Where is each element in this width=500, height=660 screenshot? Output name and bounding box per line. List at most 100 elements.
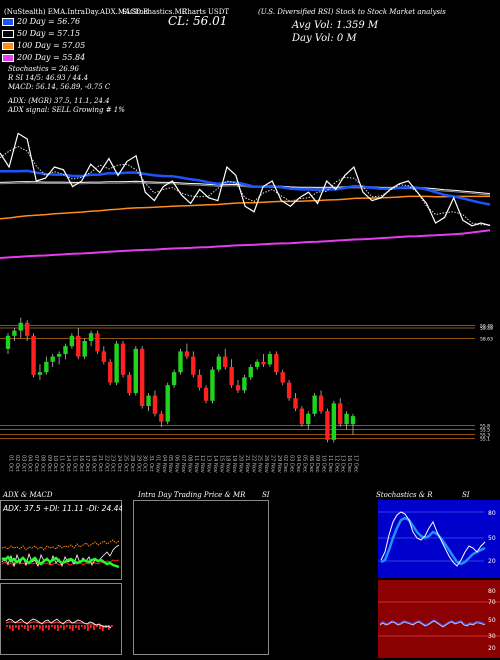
stochastics-readout: Stochastics = 26.96 (8, 65, 79, 73)
rsi-level-30: 30 (488, 633, 496, 640)
macd-histogram-bar (96, 625, 98, 627)
candle-body (210, 369, 215, 401)
macd-histogram-bar (6, 625, 8, 627)
candle-body (56, 354, 62, 357)
x-tick-label: 01 Oct (8, 455, 14, 472)
macd-histogram-bar (84, 625, 86, 629)
candle-body (254, 361, 260, 367)
macd-histogram-bar (54, 625, 56, 629)
candle-body (242, 377, 247, 391)
x-tick-label: 11 Dec (327, 455, 333, 473)
candle-body (76, 335, 81, 357)
candle-body (82, 341, 87, 357)
x-tick-label: 03 Dec (289, 455, 295, 473)
macd-histogram-bar (93, 625, 95, 630)
candle-body (146, 395, 151, 406)
candle-body (274, 354, 279, 373)
macd-histogram-bar (30, 625, 32, 628)
candle-body (95, 333, 100, 352)
rsi-tick-80: 80 (488, 588, 496, 595)
x-tick-label: 16 Oct (78, 455, 84, 472)
x-tick-label: 26 Nov (263, 455, 269, 473)
x-tick-label: 11 Nov (193, 455, 199, 473)
stoch-tick-50: 50 (488, 535, 496, 542)
adx-panel-readout: ADX: 37.5 +DI: 11.11 -DI: 24.44 (2, 504, 122, 513)
header-info: (U.S. Diversified RSI) Stock to Stock Ma… (258, 8, 446, 16)
candle-body (184, 351, 190, 357)
x-tick-label: 04 Oct (27, 455, 33, 472)
level-label: 58.63 (480, 336, 493, 342)
candle-body (223, 356, 228, 367)
x-tick-label: 17 Dec (353, 455, 359, 473)
stoch-k-line (380, 511, 486, 567)
level-label: 55.3 (480, 433, 490, 439)
legend-swatch-ema50 (2, 30, 14, 38)
x-tick-label: 09 Dec (314, 455, 320, 473)
candle-body (152, 395, 158, 414)
macd-histogram-bar (12, 625, 14, 631)
macd-histogram-bar (72, 625, 74, 631)
x-tick-label: 10 Oct (52, 455, 58, 472)
x-tick-label: 06 Nov (174, 455, 180, 473)
x-tick-label: 15 Oct (71, 455, 77, 472)
x-tick-label: 25 Nov (257, 455, 263, 473)
x-tick-label: 21 Nov (244, 455, 250, 473)
x-tick-label: 12 Dec (333, 455, 339, 473)
candle-body (203, 387, 209, 401)
macd-histogram-bar (51, 625, 53, 627)
legend-swatch-ema100 (2, 42, 14, 50)
legend-ema50: 50 Day = 57.15 (2, 29, 80, 38)
macd-histogram-bar (21, 625, 23, 627)
candle-body (299, 408, 305, 425)
x-tick-label: 25 Oct (123, 455, 129, 472)
macd-histogram-bar (102, 625, 104, 631)
legend-ema200: 200 Day = 55.84 (2, 53, 85, 62)
x-tick-label: 09 Oct (46, 455, 52, 472)
x-tick-label: 30 Oct (142, 455, 148, 472)
x-tick-label: 31 Oct (148, 455, 154, 472)
candle-body (108, 361, 113, 383)
x-tick-label: 16 Dec (346, 455, 352, 473)
rsi-tick-20: 20 (488, 645, 496, 652)
x-tick-label: 04 Dec (295, 455, 301, 473)
x-tick-label: 27 Nov (269, 455, 275, 473)
x-tick-label: 12 Nov (199, 455, 205, 473)
close-smoothed-line (0, 145, 491, 226)
rsi-signal-line (379, 620, 486, 628)
legend-swatch-ema200 (2, 54, 14, 62)
macd-histogram-bar (45, 625, 47, 628)
macd-histogram-bar (99, 625, 101, 629)
macd-histogram-bar (90, 625, 92, 628)
macd-histogram-bar (24, 625, 26, 629)
level-label: 59.49 (480, 326, 493, 332)
x-tick-label: 23 Oct (110, 455, 116, 472)
rsi-level-70: 70 (488, 599, 496, 606)
x-tick-label: 20 Nov (238, 455, 244, 473)
stoch-tick-80: 80 (488, 510, 496, 517)
rsi-readout: R SI 14/5: 46.93 / 44.4 (8, 74, 89, 82)
intraday-suffix: SI (262, 491, 270, 499)
candle-body (248, 367, 253, 378)
legend-swatch-ema20 (2, 18, 14, 26)
candle-body (165, 385, 170, 422)
candle-body (229, 367, 234, 386)
intraday-panel (133, 500, 269, 655)
candle-body (267, 354, 273, 365)
candle-body (312, 395, 317, 414)
header-left: (NuStealth) EMA.IntraDay.ADX.MACD.R (4, 8, 149, 16)
ema50-line-lower (0, 182, 491, 196)
level-label: 55.1 (480, 437, 490, 443)
macd-histogram-bar (81, 625, 83, 627)
macd-histogram-bar (60, 625, 62, 628)
macd-histogram-bar (15, 625, 17, 628)
close-price: CL: 56.01 (168, 14, 228, 28)
x-tick-label: 24 Oct (116, 455, 122, 472)
candle-body (44, 361, 49, 373)
ema200-line (0, 229, 491, 259)
stoch-d-line (380, 516, 486, 566)
macd-histogram-bar (63, 625, 65, 630)
adx-macd-title: ADX & MACD (3, 491, 53, 499)
macd-histogram-bar (27, 625, 29, 631)
x-tick-label: 29 Nov (276, 455, 282, 473)
candle-body (133, 348, 138, 393)
